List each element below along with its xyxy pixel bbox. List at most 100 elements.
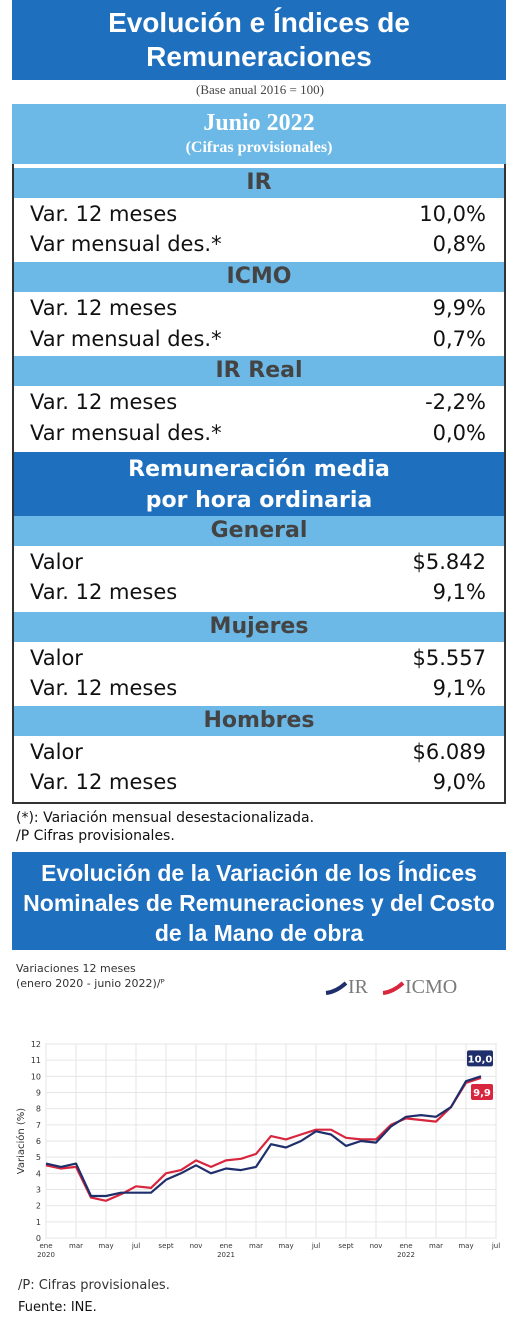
x-tick-label: jul bbox=[131, 1242, 140, 1250]
x-tick-label: may bbox=[98, 1242, 113, 1250]
x-tick-label: nov bbox=[190, 1242, 203, 1250]
row-value: 0,8% bbox=[432, 232, 486, 256]
icmo-row-var12: Var. 12 meses 9,9% bbox=[30, 296, 486, 328]
x-tick-year: 2022 bbox=[397, 1251, 415, 1259]
x-tick-label: ene bbox=[39, 1242, 52, 1250]
hombres-row-valor: Valor $6.089 bbox=[30, 740, 486, 772]
row-label: Var mensual des.* bbox=[30, 232, 222, 256]
remuneracion-line1: Remuneración media bbox=[128, 457, 390, 482]
y-axis-label: Variación (%) bbox=[15, 1108, 27, 1175]
x-tick-year: 2021 bbox=[217, 1251, 235, 1259]
row-label: Valor bbox=[30, 646, 83, 670]
row-label: Var. 12 meses bbox=[30, 580, 178, 604]
row-value: 10,0% bbox=[419, 202, 486, 226]
y-tick-label: 5 bbox=[36, 1153, 41, 1162]
period-note: (Cifras provisionales) bbox=[185, 139, 333, 156]
x-tick-label: sept bbox=[158, 1242, 173, 1250]
x-tick-label: sept bbox=[338, 1242, 353, 1250]
chart-subtitle-1: Variaciones 12 meses bbox=[16, 962, 136, 975]
x-tick-year: 2020 bbox=[37, 1251, 55, 1259]
row-value: 0,0% bbox=[432, 421, 486, 445]
y-tick-label: 9 bbox=[36, 1089, 41, 1098]
x-tick-label: mar bbox=[429, 1242, 443, 1250]
group-hombres-header: Hombres bbox=[12, 706, 506, 736]
mujeres-row-var12: Var. 12 meses 9,1% bbox=[30, 676, 486, 708]
y-tick-label: 10 bbox=[31, 1072, 41, 1081]
ir-row-mensual: Var mensual des.* 0,8% bbox=[30, 232, 486, 264]
x-tick-label: mar bbox=[249, 1242, 263, 1250]
y-tick-label: 12 bbox=[31, 1040, 41, 1049]
x-tick-label: jul bbox=[311, 1242, 320, 1250]
period-header: Junio 2022 (Cifras provisionales) bbox=[12, 104, 506, 164]
note-asterisk: (*): Variación mensual desestacionalizad… bbox=[16, 810, 315, 826]
main-title-line2: y Costo de la Mano de Obra bbox=[74, 75, 444, 106]
end-label-icmo: 9,9 bbox=[473, 1088, 491, 1099]
y-tick-label: 7 bbox=[36, 1121, 41, 1130]
mujeres-row-valor: Valor $5.557 bbox=[30, 646, 486, 678]
row-label: Valor bbox=[30, 550, 83, 574]
remuneracion-line2: por hora ordinaria bbox=[145, 488, 373, 513]
chart-legend: IR ICMO bbox=[324, 976, 457, 999]
x-tick-label: mar bbox=[69, 1242, 83, 1250]
main-title: Evolución e Índices de Remuneraciones y … bbox=[12, 0, 506, 106]
x-tick-label: nov bbox=[370, 1242, 383, 1250]
row-label: Var. 12 meses bbox=[30, 390, 178, 414]
end-badge-ir bbox=[467, 1050, 493, 1067]
row-value: 0,7% bbox=[432, 327, 486, 351]
legend-ir-label: IR bbox=[348, 976, 368, 998]
main-title-line1: Evolución e Índices de Remuneraciones bbox=[108, 7, 410, 72]
section-icmo-header: ICMO bbox=[12, 262, 506, 292]
row-value: 9,9% bbox=[432, 296, 486, 320]
group-general-header: General bbox=[12, 516, 506, 546]
ir-real-row-var12: Var. 12 meses -2,2% bbox=[30, 390, 486, 422]
section-ir-header: IR bbox=[12, 168, 506, 198]
y-tick-label: 3 bbox=[36, 1186, 41, 1195]
source-note: Fuente: INE. bbox=[18, 1300, 97, 1315]
y-tick-label: 2 bbox=[36, 1202, 41, 1211]
remuneracion-header: Remuneración media por hora ordinaria bbox=[12, 452, 506, 518]
x-tick-label: may bbox=[278, 1242, 293, 1250]
row-value: $6.089 bbox=[412, 740, 486, 764]
end-badge-icmo bbox=[471, 1083, 493, 1100]
row-label: Var mensual des.* bbox=[30, 327, 222, 351]
general-row-valor: Valor $5.842 bbox=[30, 550, 486, 582]
x-tick-label: ene bbox=[219, 1242, 232, 1250]
row-label: Var. 12 meses bbox=[30, 202, 178, 226]
row-value: $5.557 bbox=[412, 646, 486, 670]
note-provisional: /P Cifras provisionales. bbox=[16, 828, 175, 844]
chart-title-line3: de la Mano de obra bbox=[154, 920, 364, 946]
chart-subtitle-2: (enero 2020 - junio 2022)/ᴾ bbox=[16, 977, 165, 990]
group-mujeres-header: Mujeres bbox=[12, 612, 506, 642]
row-value: 9,1% bbox=[432, 580, 486, 604]
icmo-row-mensual: Var mensual des.* 0,7% bbox=[30, 327, 486, 359]
period-month: Junio 2022 bbox=[203, 110, 315, 136]
legend-icmo-label: ICMO bbox=[405, 976, 458, 998]
row-label: Valor bbox=[30, 740, 83, 764]
y-tick-label: 8 bbox=[36, 1105, 41, 1114]
chart-footnote: /P: Cifras provisionales. bbox=[18, 1278, 170, 1293]
row-label: Var. 12 meses bbox=[30, 676, 178, 700]
end-label-ir: 10,0 bbox=[468, 1054, 493, 1065]
x-tick-label: jul bbox=[491, 1242, 500, 1250]
y-tick-label: 4 bbox=[36, 1169, 41, 1178]
section-ir-real-header: IR Real bbox=[12, 356, 506, 386]
base-note: (Base anual 2016 = 100) bbox=[196, 82, 324, 97]
chart-title-line1: Evolución de la Variación de los Índices bbox=[41, 860, 477, 886]
chart-title: Evolución de la Variación de los Índices… bbox=[12, 852, 506, 950]
x-tick-label: may bbox=[458, 1242, 473, 1250]
ir-row-var12: Var. 12 meses 10,0% bbox=[30, 202, 486, 234]
row-label: Var mensual des.* bbox=[30, 421, 222, 445]
x-tick-label: ene bbox=[399, 1242, 412, 1250]
y-tick-label: 1 bbox=[36, 1218, 41, 1227]
general-row-var12: Var. 12 meses 9,1% bbox=[30, 580, 486, 612]
legend-ir-swatch bbox=[325, 981, 348, 996]
row-value: 9,1% bbox=[432, 676, 486, 700]
series-line-icmo bbox=[45, 1076, 482, 1202]
row-label: Var. 12 meses bbox=[30, 770, 178, 794]
row-label: Var. 12 meses bbox=[30, 296, 178, 320]
row-value: -2,2% bbox=[425, 390, 486, 414]
y-tick-label: 0 bbox=[36, 1234, 41, 1243]
ir-real-row-mensual: Var mensual des.* 0,0% bbox=[30, 421, 486, 453]
y-tick-label: 11 bbox=[31, 1056, 41, 1065]
